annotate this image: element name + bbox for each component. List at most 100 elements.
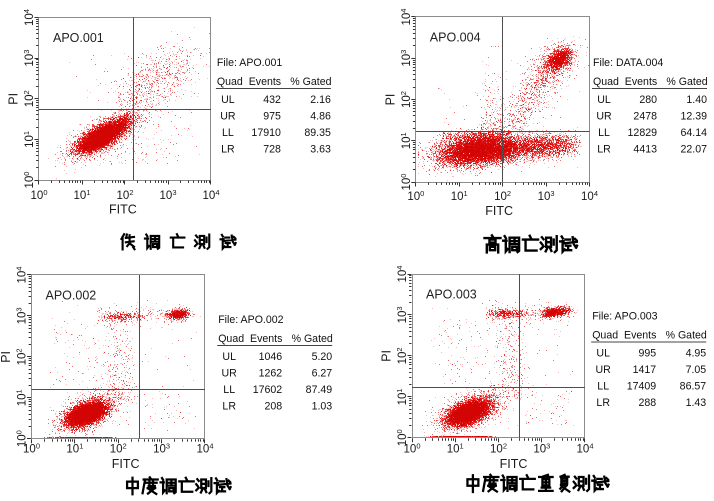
svg-text:103: 103	[153, 442, 170, 456]
svg-text:87.49: 87.49	[306, 384, 333, 396]
svg-text:PI: PI	[380, 350, 394, 362]
svg-text:FITC: FITC	[485, 204, 513, 218]
svg-text:102: 102	[117, 188, 134, 202]
svg-text:FITC: FITC	[500, 457, 528, 471]
svg-text:PI: PI	[0, 351, 13, 363]
svg-text:103: 103	[533, 442, 550, 456]
svg-text:Quad: Quad	[592, 330, 618, 342]
svg-text:100: 100	[395, 429, 409, 446]
svg-text:UL: UL	[222, 351, 236, 363]
svg-text:% Gated: % Gated	[290, 76, 331, 88]
svg-text:Events: Events	[249, 76, 281, 88]
svg-text:22.07: 22.07	[680, 144, 707, 156]
svg-text:1417: 1417	[633, 364, 657, 376]
svg-text:APO.002: APO.002	[46, 289, 97, 303]
svg-text:104: 104	[399, 9, 413, 26]
svg-text:File: APO.001: File: APO.001	[217, 57, 282, 69]
svg-text:100: 100	[404, 442, 421, 456]
svg-text:% Gated: % Gated	[666, 330, 707, 342]
svg-text:1.03: 1.03	[312, 401, 333, 413]
svg-text:64.14: 64.14	[680, 127, 707, 139]
svg-text:101: 101	[74, 188, 91, 202]
svg-text:101: 101	[451, 189, 468, 203]
svg-text:975: 975	[263, 111, 281, 123]
svg-text:Events: Events	[625, 76, 657, 88]
svg-text:100: 100	[15, 430, 29, 447]
svg-text:LR: LR	[222, 401, 236, 413]
svg-text:17910: 17910	[251, 127, 281, 139]
svg-text:4413: 4413	[633, 144, 657, 156]
svg-text:Events: Events	[250, 333, 282, 345]
svg-text:PI: PI	[7, 93, 21, 105]
svg-text:4.95: 4.95	[686, 348, 707, 360]
svg-text:Quad: Quad	[218, 333, 244, 345]
svg-text:104: 104	[203, 188, 220, 202]
svg-text:104: 104	[581, 189, 598, 203]
svg-text:12.39: 12.39	[680, 111, 707, 123]
svg-text:File: DATA.004: File: DATA.004	[593, 57, 663, 69]
svg-text:102: 102	[110, 442, 127, 456]
svg-text:LL: LL	[222, 127, 234, 139]
svg-text:4.86: 4.86	[310, 111, 331, 123]
svg-text:104: 104	[15, 267, 29, 284]
svg-text:3.63: 3.63	[310, 144, 331, 156]
svg-text:100: 100	[399, 174, 413, 191]
svg-text:288: 288	[639, 397, 657, 409]
svg-text:APO.001: APO.001	[53, 31, 104, 45]
svg-text:LL: LL	[598, 127, 610, 139]
svg-text:Quad: Quad	[593, 76, 619, 88]
svg-text:101: 101	[66, 442, 83, 456]
svg-text:FITC: FITC	[109, 202, 137, 216]
svg-text:100: 100	[407, 189, 424, 203]
svg-text:102: 102	[15, 348, 29, 365]
svg-text:101: 101	[22, 131, 36, 148]
svg-text:LR: LR	[597, 144, 611, 156]
svg-text:101: 101	[395, 388, 409, 405]
svg-text:1262: 1262	[259, 368, 283, 380]
svg-text:102: 102	[494, 189, 511, 203]
svg-text:103: 103	[399, 50, 413, 67]
svg-text:Events: Events	[624, 330, 656, 342]
svg-text:102: 102	[399, 91, 413, 108]
svg-text:Quad: Quad	[217, 76, 243, 88]
svg-text:432: 432	[263, 94, 281, 106]
svg-text:12829: 12829	[628, 127, 658, 139]
svg-text:LL: LL	[597, 381, 609, 393]
svg-text:100: 100	[22, 172, 36, 189]
svg-text:FITC: FITC	[112, 457, 140, 471]
svg-text:280: 280	[639, 94, 657, 106]
svg-text:2478: 2478	[633, 111, 657, 123]
svg-text:APO.004: APO.004	[430, 31, 481, 45]
svg-text:7.05: 7.05	[686, 364, 707, 376]
svg-text:5.20: 5.20	[312, 351, 333, 363]
svg-text:104: 104	[395, 266, 409, 283]
svg-text:103: 103	[160, 188, 177, 202]
svg-text:% Gated: % Gated	[292, 333, 333, 345]
svg-text:100: 100	[31, 188, 48, 202]
svg-text:6.27: 6.27	[312, 368, 333, 380]
svg-text:2.16: 2.16	[310, 94, 331, 106]
svg-text:101: 101	[15, 389, 29, 406]
svg-text:UR: UR	[220, 111, 236, 123]
svg-text:208: 208	[265, 401, 283, 413]
svg-text:1.43: 1.43	[686, 397, 707, 409]
svg-text:17602: 17602	[253, 384, 283, 396]
svg-text:102: 102	[22, 90, 36, 107]
svg-text:% Gated: % Gated	[666, 76, 707, 88]
svg-text:17409: 17409	[627, 381, 657, 393]
svg-text:104: 104	[197, 442, 214, 456]
svg-text:103: 103	[15, 307, 29, 324]
svg-text:101: 101	[399, 132, 413, 149]
svg-text:102: 102	[395, 347, 409, 364]
svg-text:100: 100	[23, 442, 40, 456]
svg-text:89.35: 89.35	[304, 127, 331, 139]
svg-text:File: APO.002: File: APO.002	[218, 314, 283, 326]
svg-text:103: 103	[538, 189, 555, 203]
svg-text:File: APO.003: File: APO.003	[592, 311, 657, 323]
svg-text:UL: UL	[597, 94, 611, 106]
svg-text:103: 103	[22, 50, 36, 67]
svg-text:LR: LR	[221, 144, 235, 156]
svg-text:101: 101	[447, 442, 464, 456]
svg-text:UL: UL	[596, 348, 610, 360]
svg-text:1046: 1046	[259, 351, 283, 363]
